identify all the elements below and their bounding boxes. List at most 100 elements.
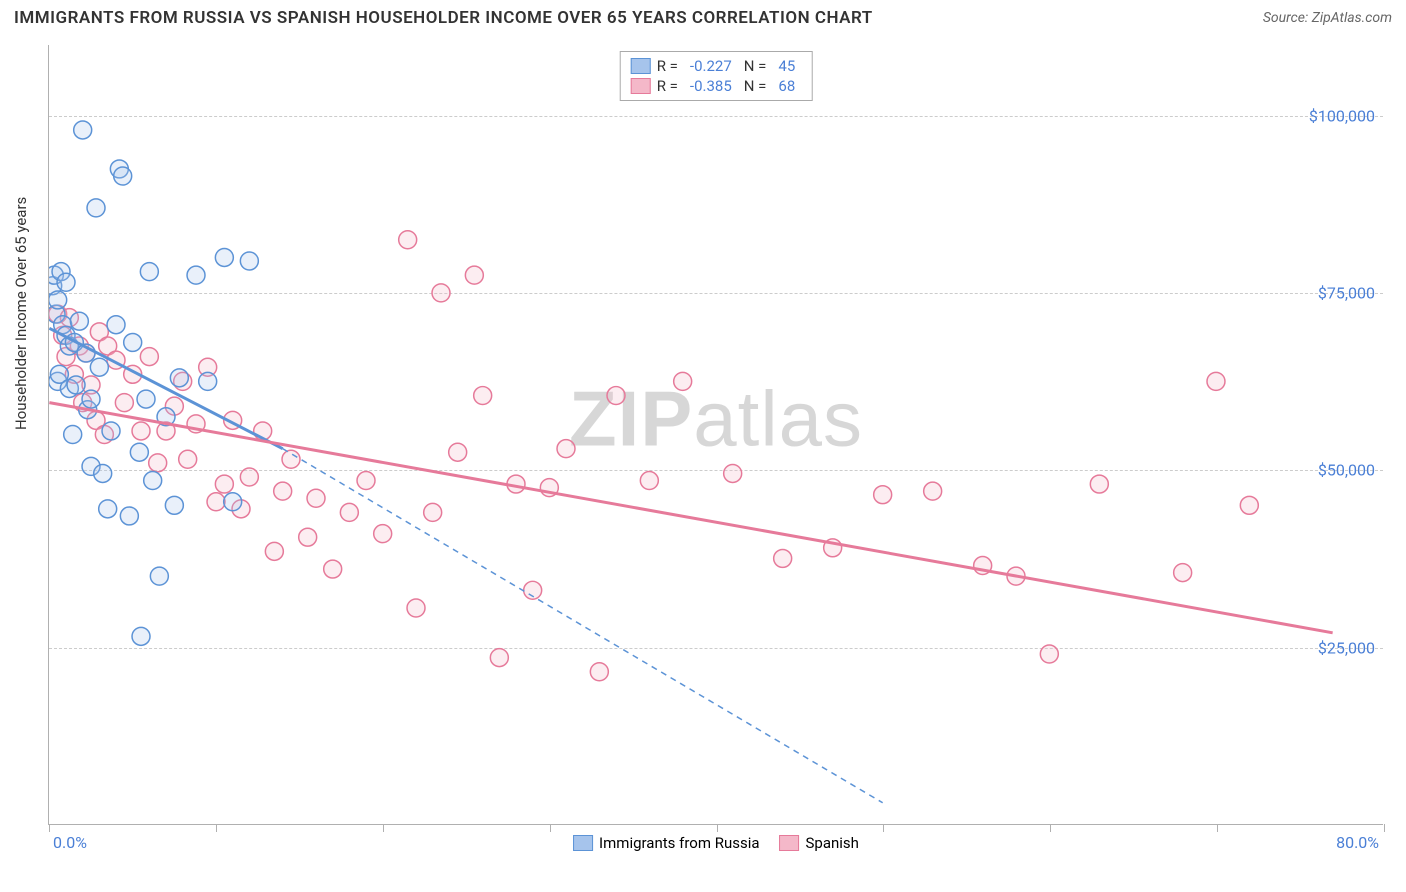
- data-point: [1174, 564, 1192, 582]
- chart-title: IMMIGRANTS FROM RUSSIA VS SPANISH HOUSEH…: [14, 8, 873, 28]
- legend-swatch-1: [631, 78, 651, 94]
- data-point: [1207, 372, 1225, 390]
- legend-bottom-swatch-0: [573, 835, 593, 851]
- data-point: [240, 252, 258, 270]
- legend-correlation-box: R = -0.227 N = 45 R = -0.385 N = 68: [620, 51, 813, 101]
- source-label: Source:: [1263, 10, 1308, 26]
- x-axis-min-label: 0.0%: [53, 833, 87, 852]
- data-point: [140, 348, 158, 366]
- data-point: [774, 549, 792, 567]
- data-point: [674, 372, 692, 390]
- data-point: [274, 482, 292, 500]
- data-point: [144, 472, 162, 490]
- x-tick: [883, 824, 884, 832]
- data-point: [170, 369, 188, 387]
- legend-n-label: N =: [744, 77, 767, 95]
- data-point: [340, 503, 358, 521]
- data-point: [49, 291, 67, 309]
- data-point: [130, 443, 148, 461]
- data-point: [324, 560, 342, 578]
- data-point: [132, 422, 150, 440]
- data-point: [107, 316, 125, 334]
- source-attribution: Source: ZipAtlas.com: [1263, 10, 1392, 26]
- data-point: [132, 627, 150, 645]
- data-point: [99, 500, 117, 518]
- chart-area: ZIPatlas R = -0.227 N = 45 R = -0.385 N …: [48, 45, 1383, 825]
- scatter-plot-svg: [49, 45, 1383, 824]
- legend-r-label: R =: [657, 77, 678, 95]
- source-value: ZipAtlas.com: [1312, 10, 1392, 26]
- data-point: [94, 464, 112, 482]
- data-point: [424, 503, 442, 521]
- data-point: [207, 493, 225, 511]
- legend-bottom: Immigrants from Russia Spanish: [573, 834, 859, 852]
- legend-n-value-1: 68: [778, 77, 795, 95]
- x-tick: [550, 824, 551, 832]
- legend-r-label: R =: [657, 57, 678, 75]
- data-point: [224, 493, 242, 511]
- data-point: [114, 167, 132, 185]
- legend-row-series-1: R = -0.385 N = 68: [631, 76, 802, 96]
- data-point: [120, 507, 138, 525]
- data-point: [150, 567, 168, 585]
- data-point: [90, 358, 108, 376]
- data-point: [187, 266, 205, 284]
- data-point: [115, 394, 133, 412]
- data-point: [149, 454, 167, 472]
- data-point: [374, 525, 392, 543]
- data-point: [265, 542, 283, 560]
- data-point: [179, 450, 197, 468]
- x-tick: [383, 824, 384, 832]
- data-point: [67, 376, 85, 394]
- legend-r-value-1: -0.385: [690, 77, 732, 95]
- legend-bottom-swatch-1: [780, 835, 800, 851]
- legend-bottom-label-0: Immigrants from Russia: [599, 834, 759, 852]
- data-point: [57, 273, 75, 291]
- legend-r-value-0: -0.227: [690, 57, 732, 75]
- data-point: [399, 231, 417, 249]
- data-point: [1090, 475, 1108, 493]
- data-point: [924, 482, 942, 500]
- data-point: [215, 475, 233, 493]
- data-point: [124, 333, 142, 351]
- data-point: [357, 472, 375, 490]
- data-point: [590, 663, 608, 681]
- data-point: [165, 496, 183, 514]
- data-point: [307, 489, 325, 507]
- x-tick: [216, 824, 217, 832]
- data-point: [1240, 496, 1258, 514]
- legend-row-series-0: R = -0.227 N = 45: [631, 56, 802, 76]
- data-point: [874, 486, 892, 504]
- data-point: [64, 426, 82, 444]
- x-axis-max-label: 80.0%: [1336, 833, 1379, 852]
- legend-bottom-item-0: Immigrants from Russia: [573, 834, 759, 852]
- data-point: [70, 312, 88, 330]
- x-tick: [717, 824, 718, 832]
- data-point: [140, 263, 158, 281]
- legend-bottom-label-1: Spanish: [806, 834, 859, 852]
- data-point: [82, 390, 100, 408]
- data-point: [74, 121, 92, 139]
- data-point: [449, 443, 467, 461]
- legend-n-label: N =: [744, 57, 767, 75]
- data-point: [87, 199, 105, 217]
- data-point: [607, 387, 625, 405]
- legend-n-value-0: 45: [778, 57, 795, 75]
- x-tick: [49, 824, 50, 832]
- data-point: [432, 284, 450, 302]
- x-tick: [1050, 824, 1051, 832]
- data-point: [282, 450, 300, 468]
- data-point: [102, 422, 120, 440]
- legend-bottom-item-1: Spanish: [780, 834, 859, 852]
- y-axis-label: Householder Income Over 65 years: [12, 197, 30, 430]
- title-bar: IMMIGRANTS FROM RUSSIA VS SPANISH HOUSEH…: [0, 0, 1406, 32]
- data-point: [474, 387, 492, 405]
- data-point: [490, 649, 508, 667]
- x-tick: [1384, 824, 1385, 832]
- data-point: [299, 528, 317, 546]
- data-point: [724, 464, 742, 482]
- legend-swatch-0: [631, 58, 651, 74]
- data-point: [215, 248, 233, 266]
- data-point: [640, 472, 658, 490]
- trend-line: [283, 449, 883, 803]
